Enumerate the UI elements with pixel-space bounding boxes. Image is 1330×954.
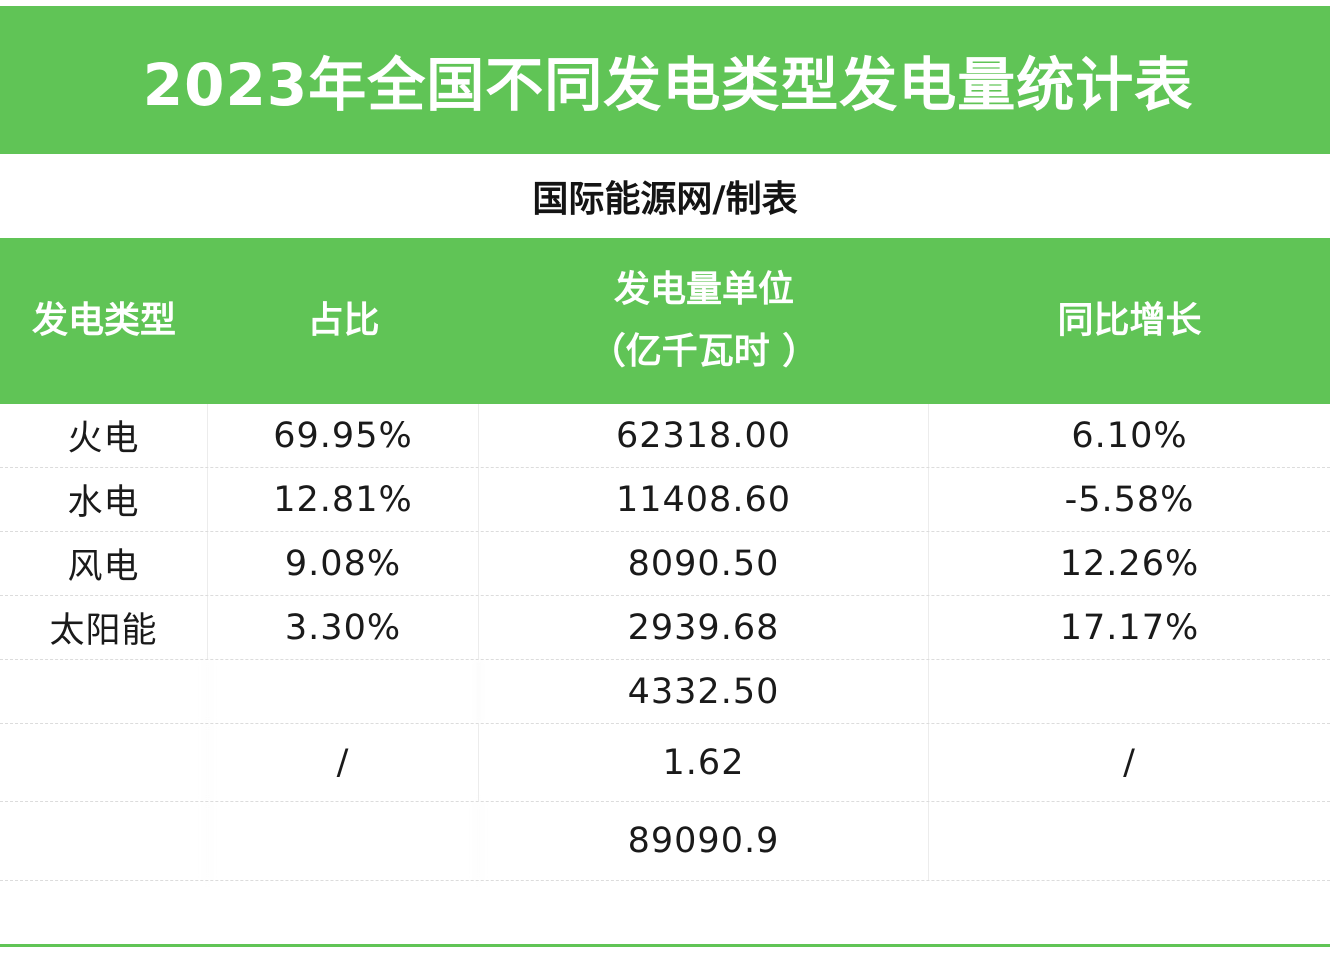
cell-share: /: [208, 724, 479, 801]
cell-output: 4332.50: [479, 660, 929, 723]
header-growth: 同比增长: [929, 238, 1330, 404]
table-row: 水电 12.81% 11408.60 -5.58%: [0, 468, 1330, 532]
cell-share: 12.81%: [208, 468, 479, 531]
cell-type: 太阳能: [0, 596, 208, 659]
cell-type-obscured: [0, 802, 208, 880]
table-row: 太阳能 3.30% 2939.68 17.17%: [0, 596, 1330, 660]
subtitle-row: 国际能源网/制表: [0, 154, 1330, 238]
cell-growth: -5.58%: [1064, 479, 1195, 520]
cell-share: 9.08%: [208, 532, 479, 595]
header-output-label: 发电量单位: [613, 269, 794, 310]
table-header: 发电类型 占比 发电量单位 （亿千瓦时 ） 同比增长: [0, 238, 1330, 404]
cell-growth-obscured: [929, 660, 1330, 723]
cell-output: 1.62: [479, 724, 929, 801]
cell-output: 11408.60: [479, 468, 929, 531]
cell-output: 62318.00: [479, 404, 929, 467]
table-row: 4332.50: [0, 660, 1330, 724]
header-growth-label: 同比增长: [1057, 300, 1202, 341]
table-body: 火电 69.95% 62318.00 6.10% 水电 12.81% 11408…: [0, 404, 1330, 881]
cell-share-obscured: [208, 660, 479, 723]
table-row: 火电 69.95% 62318.00 6.10%: [0, 404, 1330, 468]
cell-growth: /: [1123, 742, 1136, 783]
header-type-label: 发电类型: [31, 300, 176, 341]
table-row: / 1.62 /: [0, 724, 1330, 802]
cell-growth: 17.17%: [1059, 607, 1200, 648]
cell-growth-obscured: [929, 802, 1330, 880]
header-share-label: 占比: [307, 300, 380, 341]
header-type: 发电类型: [0, 238, 208, 404]
cell-growth: 6.10%: [1071, 415, 1188, 456]
header-output-unit: （亿千瓦时 ）: [589, 331, 819, 372]
bottom-divider: [0, 944, 1330, 947]
page-title: 2023年全国不同发电类型发电量统计表: [142, 51, 1194, 119]
table-row: 89090.9: [0, 802, 1330, 881]
cell-share-obscured: [208, 802, 479, 880]
cell-share: 69.95%: [208, 404, 479, 467]
cell-output: 89090.9: [479, 802, 929, 880]
cell-type: 火电: [0, 404, 208, 467]
cell-output: 2939.68: [479, 596, 929, 659]
cell-type: 风电: [0, 532, 208, 595]
cell-type: 水电: [0, 468, 208, 531]
table-row: 风电 9.08% 8090.50 12.26%: [0, 532, 1330, 596]
header-share: 占比: [208, 238, 479, 404]
cell-type-obscured: [0, 724, 208, 801]
cell-output: 8090.50: [479, 532, 929, 595]
source-credit: 国际能源网/制表: [532, 179, 798, 220]
header-output: 发电量单位 （亿千瓦时 ）: [479, 238, 929, 404]
cell-type-obscured: [0, 660, 208, 723]
cell-share: 3.30%: [208, 596, 479, 659]
cell-growth: 12.26%: [1059, 543, 1200, 584]
title-bar: 2023年全国不同发电类型发电量统计表: [0, 6, 1330, 154]
